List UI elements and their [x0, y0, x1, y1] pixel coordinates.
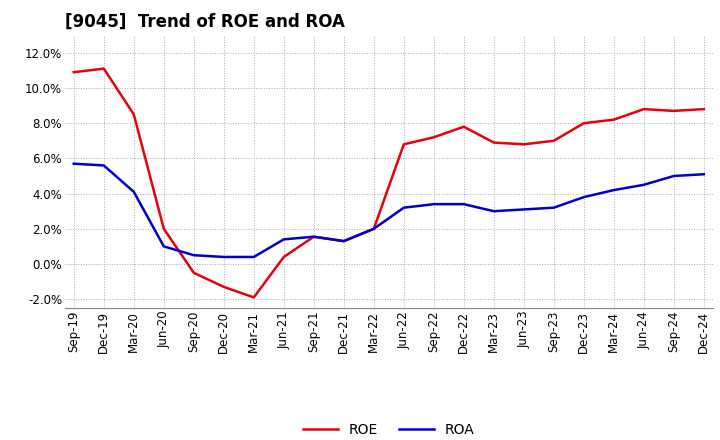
ROE: [189, 270, 198, 275]
ROE: [369, 226, 378, 231]
ROE: [519, 142, 528, 147]
ROE: [160, 226, 168, 231]
ROE: [130, 112, 138, 117]
ROA: [189, 253, 198, 258]
ROE: [429, 135, 438, 140]
ROA: [400, 205, 408, 210]
ROA: [310, 234, 318, 239]
ROE: [699, 106, 708, 112]
ROA: [220, 254, 228, 260]
ROA: [639, 182, 648, 187]
ROA: [459, 202, 468, 207]
ROE: [639, 106, 648, 112]
ROE: [340, 238, 348, 244]
ROE: [400, 142, 408, 147]
ROA: [490, 209, 498, 214]
ROE: [580, 121, 588, 126]
ROE: [250, 295, 258, 300]
ROA: [99, 163, 108, 168]
ROE: [609, 117, 618, 122]
ROA: [519, 207, 528, 212]
Line: ROE: ROE: [73, 69, 703, 297]
ROE: [69, 70, 78, 75]
ROE: [220, 284, 228, 290]
ROE: [490, 140, 498, 145]
ROA: [580, 194, 588, 200]
ROA: [699, 172, 708, 177]
ROE: [310, 234, 318, 239]
ROA: [130, 189, 138, 194]
ROA: [340, 238, 348, 244]
ROA: [549, 205, 558, 210]
ROE: [459, 124, 468, 129]
ROA: [670, 173, 678, 179]
ROA: [279, 237, 288, 242]
Legend: ROE, ROA: ROE, ROA: [297, 418, 480, 440]
ROA: [609, 187, 618, 193]
ROE: [670, 108, 678, 114]
Line: ROA: ROA: [73, 164, 703, 257]
ROE: [99, 66, 108, 71]
ROA: [250, 254, 258, 260]
ROA: [429, 202, 438, 207]
ROA: [160, 244, 168, 249]
ROA: [369, 226, 378, 231]
Text: [9045]  Trend of ROE and ROA: [9045] Trend of ROE and ROA: [65, 13, 345, 31]
ROA: [69, 161, 78, 166]
ROE: [549, 138, 558, 143]
ROE: [279, 254, 288, 260]
